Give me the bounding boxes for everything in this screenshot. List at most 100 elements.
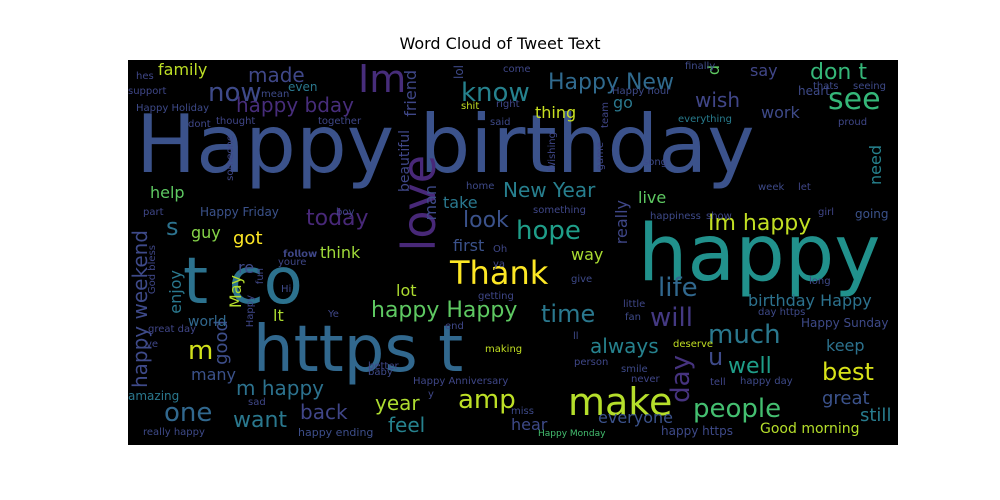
word-cloud-word: everyone — [598, 408, 673, 427]
word-cloud-word: Happy Monday — [538, 429, 606, 439]
word-cloud-word: world — [188, 314, 227, 330]
word-cloud-word: much — [708, 320, 781, 350]
word-cloud-word: got — [233, 228, 263, 249]
word-cloud-word: way — [571, 245, 604, 264]
word-cloud-word: m happy — [236, 376, 324, 400]
word-cloud-word: really — [612, 200, 631, 245]
word-cloud-word: Thank — [450, 254, 549, 292]
word-cloud-word: think — [320, 243, 361, 262]
word-cloud-word: people — [693, 394, 782, 424]
word-cloud-word: don t — [810, 60, 867, 85]
word-cloud-word: Happy — [245, 295, 256, 328]
word-cloud-word: long — [809, 276, 831, 287]
word-cloud-word: someone — [225, 135, 236, 181]
word-cloud-word: wish — [695, 88, 741, 112]
word-cloud-word: song — [643, 157, 668, 168]
word-cloud-word: back — [300, 400, 348, 424]
chart-title: Word Cloud of Tweet Text — [399, 34, 601, 53]
word-cloud-word: go — [613, 93, 633, 112]
word-cloud-word: first — [453, 236, 485, 255]
word-cloud-word: come — [503, 64, 531, 75]
word-cloud-word: Happy Anniversary — [413, 376, 509, 387]
word-cloud-word: part — [143, 207, 164, 218]
word-cloud-word: today — [306, 206, 369, 231]
word-cloud-word: look — [463, 208, 509, 233]
word-cloud-word: know — [461, 78, 530, 108]
word-cloud-word: let — [798, 182, 811, 193]
word-cloud-word: Im happy — [708, 211, 812, 236]
word-cloud-word: ve — [146, 339, 159, 350]
word-cloud-word: say — [750, 61, 778, 80]
word-cloud-word: making — [485, 344, 523, 355]
word-cloud-word: amazing — [128, 389, 180, 403]
word-cloud-word: youre — [278, 257, 307, 268]
word-cloud-word: friend — [401, 70, 420, 117]
word-cloud-word: May — [226, 275, 245, 309]
word-cloud-word: amp — [458, 385, 516, 415]
word-cloud-word: feel — [388, 413, 426, 437]
word-cloud-word: end — [445, 321, 464, 332]
word-cloud-word: m — [188, 336, 214, 366]
word-cloud-word: take — [443, 193, 478, 212]
word-cloud-word: happy ending — [298, 426, 374, 439]
word-cloud-word: lt — [273, 306, 284, 325]
word-cloud-word: Oh — [493, 244, 508, 255]
word-cloud-word: day — [666, 355, 696, 403]
word-cloud-word: Happy Sunday — [801, 316, 889, 330]
word-cloud-word: said — [490, 117, 511, 128]
word-cloud-word: man — [421, 185, 440, 221]
word-cloud-word: ya — [493, 259, 506, 270]
word-cloud-word: time — [541, 300, 596, 328]
word-cloud-word: week — [758, 182, 785, 193]
word-cloud-word: proud — [838, 117, 868, 128]
word-cloud-word: seeing — [853, 81, 886, 92]
word-cloud-word: 𝗳𝗼𝗹𝗹𝗼𝘄 — [283, 249, 318, 260]
word-cloud-word: many — [191, 365, 236, 384]
word-cloud-word: guy — [191, 223, 221, 242]
word-cloud-word: one — [164, 398, 213, 428]
word-cloud-word: thing — [535, 103, 577, 122]
word-cloud-word: Good morning — [760, 421, 860, 437]
word-cloud-word: deserve — [673, 339, 714, 350]
word-cloud-word: never — [631, 374, 660, 385]
word-cloud-word: need — [866, 145, 885, 185]
word-cloud-word: year — [375, 391, 420, 415]
word-cloud-word: hes — [136, 71, 154, 82]
word-cloud-word: day https — [758, 307, 806, 318]
word-cloud-word: want — [233, 408, 288, 433]
word-cloud-word: best — [822, 358, 874, 386]
word-cloud-word: make — [568, 380, 673, 424]
word-cloud-word: happy https — [661, 424, 733, 438]
word-cloud-word: happy — [638, 209, 881, 299]
word-cloud-word: fan — [625, 312, 641, 323]
word-cloud-word: really happy — [143, 427, 205, 438]
word-cloud-word: see — [828, 82, 881, 117]
word-cloud-word: tell — [710, 377, 726, 388]
word-cloud-word: miss — [511, 406, 534, 417]
word-cloud-word: sad — [248, 397, 266, 408]
word-cloud-word: right — [496, 99, 520, 110]
word-cloud-word: baby — [368, 367, 393, 378]
word-cloud-word: together — [318, 116, 362, 127]
word-cloud-word: work — [761, 103, 800, 122]
word-cloud-word: fun — [255, 268, 266, 285]
word-cloud-word: person — [574, 357, 609, 368]
word-cloud-word: everything — [678, 114, 732, 125]
word-cloud-word: going — [855, 207, 889, 221]
word-cloud-word: give — [571, 274, 593, 285]
word-cloud-word: Hi — [281, 284, 292, 295]
word-cloud-word: happy bday — [236, 93, 354, 117]
word-cloud-word: hear — [511, 415, 548, 434]
word-cloud-word: y — [428, 389, 434, 400]
word-cloud-word: life — [658, 273, 698, 303]
word-cloud-word: dont — [188, 119, 211, 130]
word-cloud-word: help — [150, 183, 185, 202]
word-cloud-word: birthday Happy — [748, 291, 872, 310]
word-cloud-word: u — [708, 343, 724, 371]
word-cloud-word: happy day — [740, 376, 793, 387]
word-cloud-word: thats — [813, 81, 839, 92]
word-cloud-word: s — [166, 213, 179, 241]
word-cloud-word: better — [368, 361, 399, 372]
word-cloud-word: little — [623, 299, 646, 310]
word-cloud-word: mean — [261, 89, 290, 100]
